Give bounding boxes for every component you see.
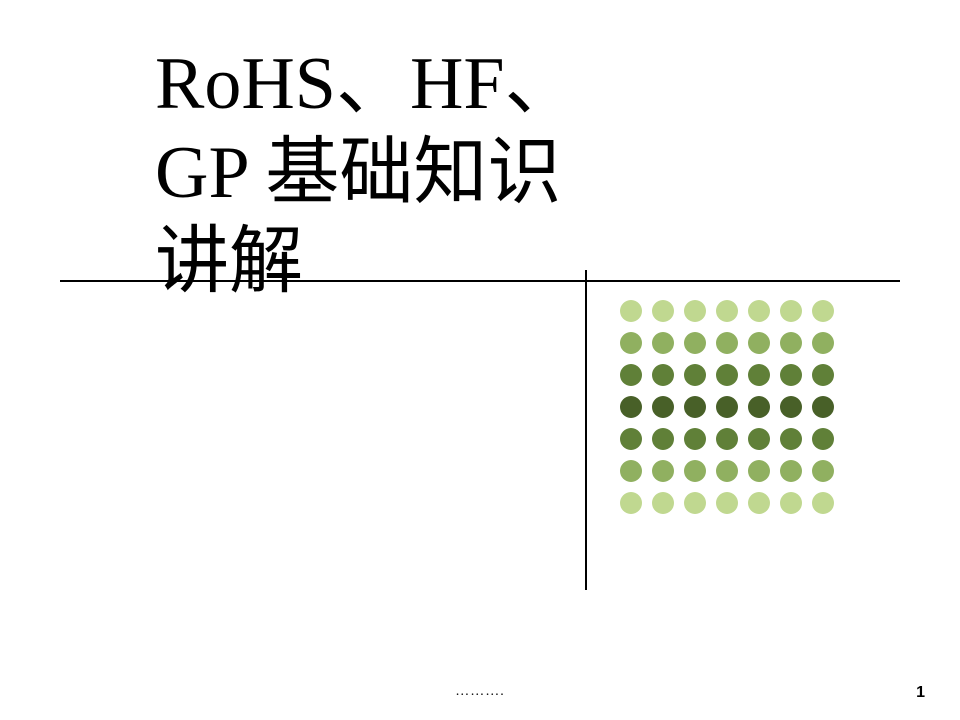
decor-dot (780, 460, 802, 482)
decor-dot (780, 332, 802, 354)
decor-dot (748, 460, 770, 482)
decor-dot (748, 332, 770, 354)
decor-dot (620, 300, 642, 322)
decor-dot (780, 300, 802, 322)
decor-dot (684, 460, 706, 482)
decor-dot (716, 300, 738, 322)
decor-dot (780, 396, 802, 418)
decor-dot (812, 332, 834, 354)
decor-dot (620, 460, 642, 482)
decor-dot (812, 492, 834, 514)
slide: RoHS、HF、 GP 基础知识 讲解 ………. 1 (0, 0, 960, 720)
decor-dot (684, 428, 706, 450)
decor-dot (620, 428, 642, 450)
decor-dot (716, 364, 738, 386)
decor-dot (652, 428, 674, 450)
decor-dot (780, 492, 802, 514)
decor-dot (652, 364, 674, 386)
decor-dot (716, 396, 738, 418)
decor-dot (748, 364, 770, 386)
footer-center-text: ………. (455, 684, 505, 700)
decor-dot (716, 332, 738, 354)
decor-dot (620, 364, 642, 386)
decor-dot (812, 300, 834, 322)
decor-dot (748, 428, 770, 450)
decor-dot (684, 364, 706, 386)
vertical-divider (585, 270, 587, 590)
decor-dot (652, 332, 674, 354)
decor-dot (812, 364, 834, 386)
decor-dot (812, 460, 834, 482)
decor-dot (748, 300, 770, 322)
decor-dot (652, 300, 674, 322)
horizontal-divider (60, 280, 900, 282)
decor-dot (684, 396, 706, 418)
decor-dot (716, 492, 738, 514)
decor-dot (716, 460, 738, 482)
decor-dot (812, 396, 834, 418)
decor-dot (748, 396, 770, 418)
decor-dot (684, 300, 706, 322)
slide-title: RoHS、HF、 GP 基础知识 讲解 (155, 40, 715, 306)
page-number: 1 (916, 684, 925, 702)
decor-dot (652, 460, 674, 482)
decor-dot (620, 492, 642, 514)
decor-dot (684, 492, 706, 514)
decor-dot (780, 364, 802, 386)
decor-dot (748, 492, 770, 514)
decor-dot (684, 332, 706, 354)
decor-dot (780, 428, 802, 450)
decor-dot (620, 332, 642, 354)
decor-dot (716, 428, 738, 450)
decor-dot (652, 492, 674, 514)
decor-dot (652, 396, 674, 418)
decor-dot (620, 396, 642, 418)
decor-dot (812, 428, 834, 450)
dot-grid (620, 300, 834, 514)
